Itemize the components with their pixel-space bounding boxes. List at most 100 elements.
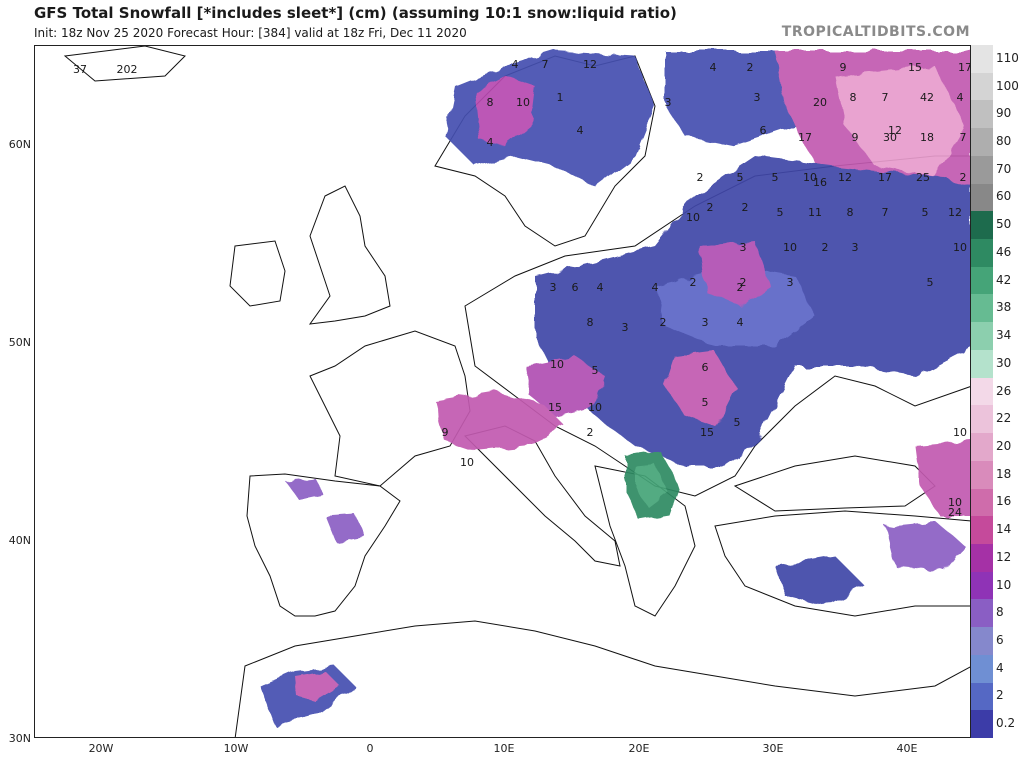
map-value-label: 8 [850,91,857,104]
colorbar-label: 80 [996,134,1012,149]
colorbar-swatch [971,710,993,739]
map-value-label: 1 [557,91,564,104]
map-value-label: 10 [460,456,474,469]
map-value-label: 2 [587,426,594,439]
map-value-label: 6 [702,361,709,374]
map-value-label: 12 [838,171,852,184]
map-value-label: 10 [953,241,967,254]
lon-label-40e: 40E [896,742,918,755]
colorbar-swatch [971,128,993,157]
colorbar-label: 38 [996,300,1012,315]
map-value-label: 7 [882,91,889,104]
map-value-label: 10 [783,241,797,254]
colorbar-swatch [971,45,993,74]
map-value-label: 30 [883,131,897,144]
map-value-label: 9 [442,426,449,439]
colorbar-swatch [971,155,993,185]
map-value-label: 17 [958,61,971,74]
map-value-label: 5 [737,171,744,184]
map-value-label: 5 [702,396,709,409]
map-value-label: 17 [878,171,892,184]
colorbar-swatch [971,377,993,406]
colorbar-label: 8 [996,605,1004,620]
map-value-label: 5 [734,416,741,429]
map-value-label: 4 [487,136,494,149]
colorbar-label: 0.2 [996,716,1016,731]
map-value-label: 10 [588,401,602,414]
map-value-label: 24 [948,506,962,519]
map-value-label: 2 [690,276,697,289]
map-value-label: 2 [740,276,747,289]
lon-label-30e: 30E [762,742,784,755]
colorbar-swatch [971,460,993,490]
map-value-label: 5 [592,364,599,377]
map-value-label: 2 [707,201,714,214]
map-value-label: 5 [772,171,779,184]
colorbar-swatch [971,571,993,600]
map-value-label: 4 [597,281,604,294]
colorbar-label: 12 [996,549,1012,564]
colorbar-swatch [971,183,993,212]
map-value-label: 5 [777,206,784,219]
snowfall-shading [260,51,970,726]
colorbar-swatch [971,294,993,323]
map-value-label: 8 [487,96,494,109]
map-value-label: 3 [702,316,709,329]
map-value-label: 12 [948,206,962,219]
colorbar-label: 100 [996,78,1019,93]
snowfall-map: 37 202 4 7 12 8 4 10 1 4 3 4 2 3 6 20 9 8 7 15 42 12 4 17 17 16 9 3… [34,45,971,738]
colorbar-swatch [971,516,993,545]
map-title: GFS Total Snowfall [*includes sleet*] (c… [34,4,677,22]
colorbar-swatch [971,239,993,268]
colorbar-label: 110 [996,50,1019,65]
colorbar [971,45,993,739]
colorbar-label: 46 [996,244,1012,259]
map-value-label: 202 [117,63,138,76]
map-value-label: 15 [700,426,714,439]
map-value-label: 2 [822,241,829,254]
map-subtitle: Init: 18z Nov 25 2020 Forecast Hour: [38… [34,26,467,40]
colorbar-swatch [971,322,993,351]
colorbar-swatch [971,488,993,517]
colorbar-swatch [971,405,993,434]
map-value-label: 5 [922,206,929,219]
lon-label-0: 0 [366,742,374,755]
map-value-label: 3 [740,241,747,254]
colorbar-label: 2 [996,688,1004,703]
colorbar-label: 30 [996,355,1012,370]
map-value-label: 37 [73,63,87,76]
map-value-label: 15 [548,401,562,414]
map-value-label: 4 [512,58,519,71]
map-value-label: 4 [577,124,584,137]
map-value-label: 7 [882,206,889,219]
colorbar-label: 10 [996,577,1012,592]
lon-label-10e: 10E [493,742,515,755]
colorbar-swatch [971,266,993,295]
colorbar-swatch [971,349,993,379]
map-value-label: 4 [737,316,744,329]
colorbar-swatch [971,543,993,573]
map-value-label: 16 [813,176,827,189]
map-value-label: 2 [660,316,667,329]
colorbar-swatch [971,654,993,684]
map-value-label: 8 [847,206,854,219]
map-value-label: 3 [622,321,629,334]
map-value-label: 6 [572,281,579,294]
lon-label-10w: 10W [223,742,249,755]
map-value-label: 25 [916,171,930,184]
colorbar-swatch [971,599,993,628]
map-value-label: 7 [542,58,549,71]
map-value-label: 10 [516,96,530,109]
map-value-label: 10 [803,171,817,184]
map-value-label: 2 [747,61,754,74]
map-value-label: 9 [840,61,847,74]
map-value-label: 11 [808,206,822,219]
lat-label-30n: 30N [8,732,31,745]
colorbar-label: 22 [996,411,1012,426]
map-value-label: 2 [742,201,749,214]
colorbar-label: 6 [996,632,1004,647]
colorbar-label: 26 [996,383,1012,398]
colorbar-label: 60 [996,189,1012,204]
